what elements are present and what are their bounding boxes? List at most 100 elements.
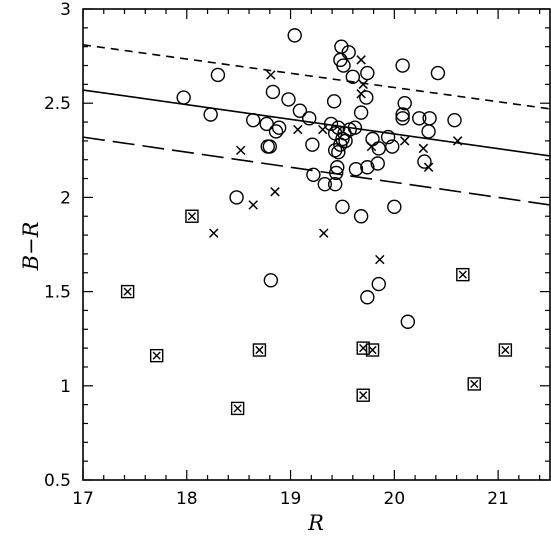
data-point-circle — [245, 112, 261, 128]
data-point-boxed-cross — [456, 267, 470, 282]
reference-line-short-dash — [83, 44, 550, 110]
data-point-circle — [370, 156, 385, 171]
data-point-circle — [360, 160, 375, 175]
data-point-circle — [260, 139, 275, 154]
data-point-circle — [229, 190, 244, 205]
data-point-circle — [306, 167, 321, 182]
x-tick-label: 21 — [487, 489, 509, 509]
data-point-circle — [287, 28, 302, 43]
data-point-cross — [319, 228, 329, 238]
data-point-boxed-cross — [365, 343, 380, 357]
data-point-boxed-cross — [252, 343, 267, 357]
reference-lines — [83, 44, 550, 206]
y-tick-label: 1 — [60, 377, 71, 397]
x-axis-label: R — [307, 511, 324, 535]
data-point-boxed-cross — [230, 401, 245, 416]
data-point-boxed-cross — [356, 388, 370, 402]
data-point-circle — [447, 112, 462, 128]
data-point-circle — [210, 67, 226, 83]
data-point-circle — [395, 111, 410, 126]
data-point-circle — [327, 143, 343, 158]
axis-ticks — [82, 8, 550, 481]
data-point-circle — [353, 105, 369, 120]
data-point-cross — [236, 145, 246, 156]
y-tick-label: 1.5 — [44, 283, 71, 303]
data-point-circle — [330, 160, 345, 175]
data-point-circle — [329, 165, 344, 181]
data-point-circle — [259, 116, 274, 132]
data-point-circle — [412, 111, 427, 126]
data-point-cross — [399, 136, 410, 146]
x-tick-label: 19 — [280, 489, 302, 509]
data-point-circle — [421, 124, 436, 139]
y-tick-label: 3 — [60, 0, 71, 20]
y-tick-label: 2.5 — [44, 94, 71, 114]
data-point-circle — [345, 69, 361, 85]
data-point-cross — [366, 141, 377, 152]
data-point-circle — [333, 137, 348, 152]
data-point-cross — [293, 124, 303, 135]
data-point-circle — [347, 120, 363, 135]
data-point-cross — [356, 89, 366, 99]
data-point-circle — [380, 129, 396, 145]
data-point-circle — [302, 111, 317, 126]
data-point-circle — [385, 139, 400, 154]
data-point-boxed-cross — [185, 209, 199, 223]
data-point-circle — [400, 314, 416, 329]
data-point-circle — [353, 209, 369, 224]
data-point-boxed-cross — [120, 284, 135, 299]
data-point-circle — [271, 120, 287, 135]
data-point-circle — [327, 177, 343, 192]
data-point-circle — [395, 58, 410, 73]
data-point-circle — [268, 124, 284, 139]
data-point-cross — [358, 79, 368, 90]
x-tick-label: 18 — [176, 489, 198, 509]
data-point-circle — [323, 116, 339, 132]
data-point-cross — [209, 228, 219, 238]
plot-frame — [82, 8, 551, 481]
data-point-boxed-cross — [356, 341, 370, 355]
data-point-cross — [423, 162, 434, 172]
data-point-circle — [176, 90, 191, 105]
data-point-cross — [317, 124, 328, 135]
y-axis-label: B−R — [19, 221, 43, 271]
x-tick-label: 20 — [384, 489, 406, 509]
data-point-circle — [263, 273, 279, 288]
data-point-boxed-cross — [467, 377, 481, 391]
data-point-cross — [248, 200, 258, 210]
x-tick-label: 17 — [72, 489, 94, 509]
data-point-circle — [387, 199, 402, 215]
data-point-circle — [360, 290, 375, 305]
data-point-circle — [317, 177, 333, 192]
data-point-cross — [356, 55, 366, 65]
data-point-circle — [371, 141, 386, 156]
data-point-circle — [336, 58, 351, 73]
data-point-circle — [341, 45, 356, 60]
data-point-boxed-cross — [498, 343, 513, 357]
data-point-circle — [348, 161, 364, 177]
data-point-cross — [375, 254, 385, 265]
data-point-boxed-cross — [149, 348, 164, 363]
data-point-circle — [360, 65, 375, 81]
data-point-circle — [265, 84, 281, 100]
data-point-circle — [417, 154, 432, 169]
data-point-circle — [397, 95, 412, 111]
tick-labels: 17 18 19 20 21 0.5 1 1.5 2 2.5 3 — [44, 0, 509, 509]
data-point-circle — [326, 94, 342, 109]
data-point-cross — [266, 70, 276, 80]
data-point-circle — [335, 199, 350, 215]
reference-line-long-dash — [83, 136, 550, 206]
data-point-circle — [305, 137, 320, 152]
data-point-circle — [203, 107, 218, 122]
data-point-cross — [452, 136, 463, 146]
reference-line-solid — [83, 89, 550, 157]
data-point-circle — [359, 90, 374, 105]
data-point-circle — [331, 144, 346, 160]
data-point-cross — [418, 143, 429, 154]
data-point-circle — [281, 92, 296, 107]
y-tick-label: 2 — [60, 188, 71, 208]
data-point-circle — [430, 65, 446, 81]
data-point-circle — [395, 107, 410, 122]
data-point-circle — [371, 276, 386, 292]
